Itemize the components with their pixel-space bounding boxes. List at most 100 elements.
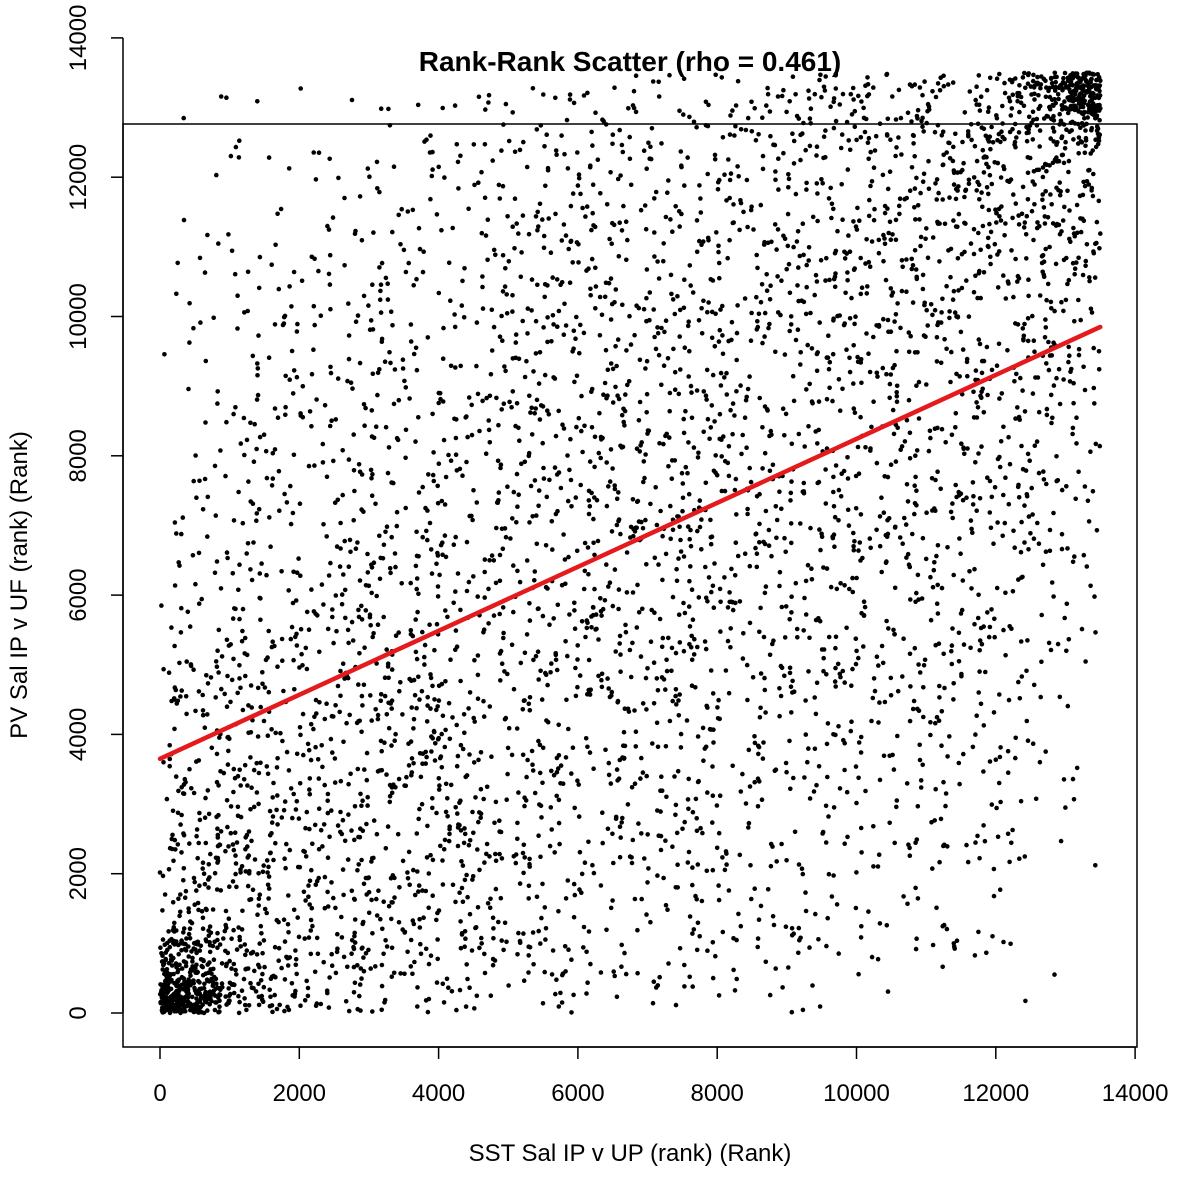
scatter-point (722, 172, 727, 177)
scatter-point (755, 944, 760, 950)
scatter-point (473, 795, 478, 800)
scatter-point (349, 97, 355, 103)
scatter-point (519, 461, 524, 467)
scatter-point (443, 608, 448, 613)
scatter-point (399, 581, 405, 586)
scatter-point (619, 942, 624, 948)
scatter-point (430, 805, 435, 811)
scatter-point (436, 290, 442, 296)
scatter-point (828, 185, 833, 191)
scatter-point (420, 534, 426, 540)
scatter-point (974, 158, 980, 164)
scatter-point (518, 660, 524, 666)
scatter-point (508, 536, 513, 541)
scatter-point (644, 562, 649, 567)
scatter-point (682, 183, 687, 188)
scatter-point (321, 959, 327, 965)
scatter-point (887, 395, 892, 401)
scatter-point (968, 518, 974, 523)
scatter-point (341, 892, 346, 898)
scatter-point (252, 968, 257, 974)
scatter-point (346, 564, 352, 569)
scatter-point (594, 626, 599, 632)
scatter-point (824, 672, 829, 677)
scatter-point (1041, 477, 1047, 482)
scatter-point (493, 886, 499, 892)
scatter-point (694, 897, 699, 902)
scatter-point (311, 150, 317, 155)
scatter-point (988, 525, 994, 531)
scatter-point (554, 977, 559, 982)
scatter-point (200, 1002, 205, 1007)
scatter-point (728, 407, 733, 413)
scatter-point (783, 924, 789, 929)
scatter-point (169, 625, 174, 630)
scatter-point (575, 183, 581, 188)
scatter-point (378, 282, 384, 288)
scatter-point (290, 600, 296, 606)
scatter-point (226, 844, 231, 849)
scatter-point (872, 206, 877, 212)
scatter-point (617, 220, 622, 225)
scatter-point (160, 937, 166, 942)
scatter-point (1044, 113, 1049, 119)
scatter-point (340, 661, 346, 666)
scatter-point (1002, 90, 1008, 96)
scatter-point (1064, 648, 1069, 654)
scatter-point (1049, 202, 1054, 207)
scatter-point (729, 337, 734, 343)
scatter-point (974, 508, 979, 513)
scatter-point (801, 628, 806, 633)
scatter-point (623, 392, 628, 397)
scatter-point (576, 172, 582, 177)
scatter-point (823, 840, 829, 845)
scatter-point (366, 910, 372, 916)
scatter-point (581, 586, 587, 592)
scatter-point (497, 851, 502, 857)
scatter-point (541, 465, 546, 471)
scatter-point (341, 572, 346, 577)
scatter-point (217, 1009, 222, 1014)
scatter-point (325, 904, 331, 909)
scatter-point (291, 452, 297, 458)
scatter-point (814, 279, 820, 284)
scatter-point (569, 504, 574, 509)
scatter-point (475, 696, 481, 701)
scatter-point (542, 294, 547, 300)
scatter-point (435, 594, 441, 599)
scatter-point (375, 716, 381, 722)
scatter-point (1051, 510, 1056, 516)
scatter-point (921, 714, 926, 720)
scatter-point (417, 697, 422, 702)
scatter-point (814, 144, 820, 149)
scatter-point (959, 441, 964, 447)
scatter-point (374, 831, 380, 837)
scatter-point (408, 580, 414, 586)
scatter-point (304, 809, 310, 815)
scatter-point (1048, 392, 1054, 398)
scatter-point (1025, 81, 1031, 86)
scatter-point (831, 96, 837, 101)
scatter-point (847, 355, 852, 361)
scatter-point (796, 925, 802, 931)
scatter-point (1057, 694, 1063, 700)
scatter-point (1003, 590, 1008, 596)
scatter-point (708, 535, 714, 540)
scatter-point (574, 373, 580, 379)
scatter-point (838, 145, 844, 151)
scatter-point (651, 979, 657, 984)
scatter-point (271, 973, 276, 979)
scatter-point (732, 133, 737, 138)
scatter-point (203, 795, 208, 801)
scatter-point (1013, 201, 1019, 206)
scatter-point (218, 448, 223, 453)
scatter-point (338, 546, 343, 551)
scatter-point (391, 480, 396, 486)
scatter-point (1031, 169, 1037, 174)
scatter-point (465, 434, 470, 440)
scatter-point (483, 107, 488, 112)
scatter-point (610, 141, 615, 147)
scatter-point (954, 494, 959, 500)
scatter-point (370, 931, 375, 936)
scatter-point (215, 858, 221, 863)
